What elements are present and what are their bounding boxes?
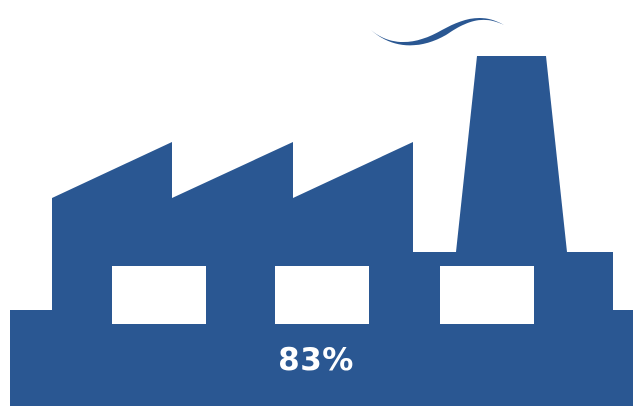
chimney bbox=[456, 56, 567, 252]
smoke-icon bbox=[371, 17, 504, 46]
factory-window bbox=[440, 266, 534, 324]
factory-window bbox=[112, 266, 206, 324]
factory-window bbox=[275, 266, 369, 324]
percentage-label: 83% bbox=[278, 342, 354, 378]
